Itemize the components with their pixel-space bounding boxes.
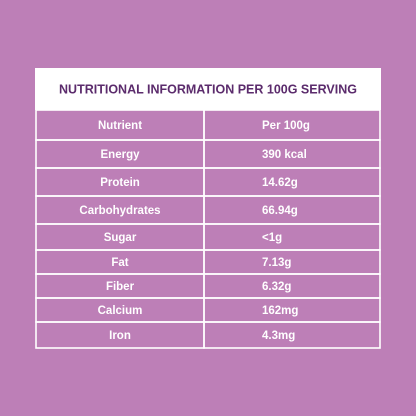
nutrient-name: Carbohydrates — [79, 205, 160, 217]
nutrient-value: 66.94g — [262, 205, 298, 217]
nutrient-value: 162mg — [262, 305, 298, 317]
cell-border — [203, 321, 381, 349]
nutrient-name: Energy — [101, 149, 141, 161]
nutrient-value: 14.62g — [262, 177, 298, 189]
nutrient-name: Calcium — [98, 305, 143, 317]
nutrient-name: Iron — [109, 330, 131, 342]
nutrient-value: 6.32g — [262, 281, 291, 293]
nutrient-value: 7.13g — [262, 257, 291, 269]
nutrient-name: Sugar — [104, 232, 137, 244]
nutrient-value: <1g — [262, 232, 282, 244]
nutrient-name: Fat — [111, 257, 128, 269]
nutrition-table: Nutrient Per 100g Energy 390 kcal Protein 14.… — [35, 109, 381, 349]
column-header: Nutrient — [98, 120, 142, 132]
title-box — [35, 68, 381, 110]
table-title: NUTRITIONAL INFORMATION PER 100G SERVING — [59, 82, 357, 96]
nutrient-value: 390 kcal — [262, 149, 307, 161]
nutrient-name: Fiber — [106, 281, 135, 293]
column-header: Per 100g — [262, 120, 310, 132]
nutrient-value: 4.3mg — [262, 330, 295, 342]
nutrient-name: Protein — [100, 177, 140, 189]
